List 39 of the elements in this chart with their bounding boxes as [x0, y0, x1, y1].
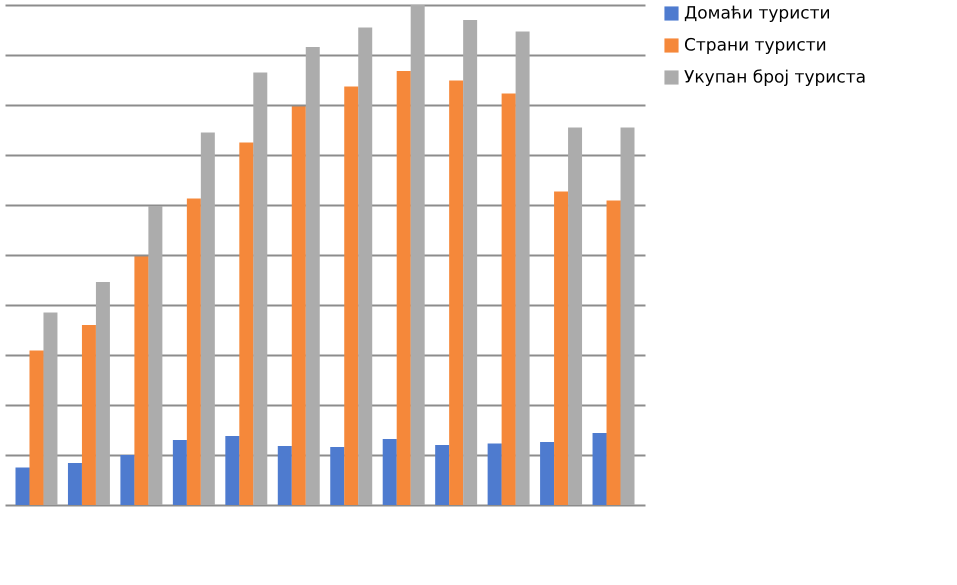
bar [292, 106, 306, 505]
bar [68, 463, 82, 505]
bar [382, 439, 397, 505]
bar [620, 128, 635, 505]
bar [435, 445, 450, 505]
bar [43, 312, 58, 505]
bar [278, 446, 292, 505]
bar [96, 282, 110, 505]
bar [15, 468, 30, 505]
bar [120, 455, 134, 505]
bar [396, 71, 411, 505]
legend-label: Укупан број туриста [684, 68, 866, 88]
bar [488, 444, 502, 505]
bar [463, 20, 478, 505]
bar [410, 5, 425, 505]
legend-label: Страни туристи [684, 36, 827, 56]
bar [29, 350, 44, 505]
legend-label: Домаћи туристи [684, 4, 831, 24]
bar [172, 440, 187, 505]
bar [358, 28, 372, 505]
bar [253, 72, 268, 505]
bar [82, 325, 96, 505]
bar [148, 206, 162, 505]
bar [568, 128, 582, 505]
bar [225, 436, 240, 505]
bar [306, 47, 320, 505]
bar [540, 442, 554, 505]
bar [554, 192, 568, 505]
bar [449, 80, 464, 505]
bar [239, 142, 254, 505]
bar [186, 198, 201, 505]
bar [200, 132, 215, 505]
bar [592, 433, 607, 505]
bar [330, 447, 344, 505]
bar [344, 86, 358, 505]
bar [134, 256, 148, 505]
bar [606, 200, 621, 505]
bar [516, 32, 530, 505]
bar [502, 94, 516, 505]
